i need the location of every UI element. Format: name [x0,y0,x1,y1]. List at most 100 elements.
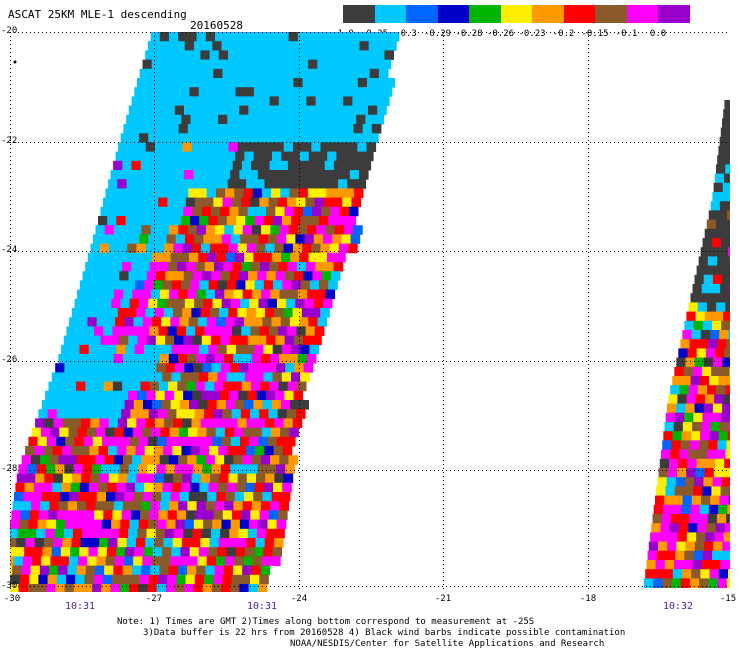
swath-cell [284,390,294,401]
swath-cell [193,363,203,373]
swath-cell [95,289,106,300]
swath-cell [348,78,359,88]
swath-cell [148,409,159,419]
swath-cell [724,523,730,533]
swath-cell [682,569,692,579]
swath-cell [263,280,274,290]
swath-cell [368,41,379,51]
swath-cell [378,68,389,79]
swath-cell [334,225,345,235]
swath-cell [187,124,198,134]
swath-cell [78,556,88,566]
swath-cell [672,569,683,579]
swath-cell [719,422,730,432]
swath-cell [46,519,57,530]
swath-cell [341,133,352,143]
legend-swatch [563,5,596,23]
swath-cell [153,280,163,290]
swath-cell [169,427,180,438]
swath-cell [95,225,106,235]
swath-cell [377,41,388,51]
swath-cell [243,556,254,566]
swath-cell [708,440,718,450]
swath-cell [199,344,209,355]
swath-cell [727,293,730,303]
swath-cell [211,335,221,346]
swath-cell [188,317,199,327]
swath-cell [288,455,299,465]
swath-cell [691,495,702,506]
swath-cell [190,446,201,456]
swath-cell [344,59,355,70]
swath-cell [133,188,143,198]
swath-cell [159,289,170,300]
swath-cell [183,390,193,401]
swath-cell [385,78,395,88]
swath-cell [716,302,726,312]
lon-label: -24 [290,594,308,604]
swath-cell [347,50,358,60]
swath-cell [355,87,365,97]
swath-cell [200,308,211,318]
swath-cell [113,565,123,576]
swath-cell [54,528,65,539]
swath-cell [220,528,230,539]
swath-cell [270,225,280,235]
swath-cell [304,133,315,143]
swath-cell [718,293,728,303]
swath-cell [281,400,291,410]
swath-cell [244,87,255,97]
swath-cell [195,326,205,336]
swath-cell [267,436,278,447]
swath-cell [231,68,242,79]
swath-cell [119,170,130,180]
swath-cell [160,124,170,134]
swath-cell [123,289,133,300]
swath-cell [231,234,241,244]
swath-cell [113,501,124,511]
swath-cell [82,271,93,281]
swath-cell [48,510,58,520]
swath-cell [149,510,159,520]
swath-cell [241,326,251,336]
swath-cell [689,440,700,450]
swath-cell [667,468,678,478]
swath-cell [300,216,310,226]
swath-cell [194,234,204,244]
swath-cell [296,381,307,392]
swath-cell [170,151,181,162]
swath-cell [77,501,87,511]
swath-cell [203,519,213,530]
swath-cell [11,510,21,520]
swath-cell [153,216,163,226]
swath-cell [181,179,192,189]
swath-cell [133,317,144,327]
swath-cell [151,59,162,70]
swath-cell [318,216,329,226]
swath-cell [274,50,284,60]
swath-cell [84,574,94,585]
swath-cell [356,114,366,125]
swath-cell [339,78,349,88]
swath-cell [268,68,279,79]
swath-cell [703,477,713,487]
swath-cell [256,528,267,539]
swath-cell [162,114,173,125]
swath-cell [108,308,119,318]
swath-cell [258,234,269,244]
swath-cell [45,528,55,539]
swath-cell [337,114,348,125]
swath-cell [300,344,310,355]
legend-label: -0.28 [455,29,483,39]
swath-cell [145,308,155,318]
swath-cell [72,390,83,401]
swath-cell [150,354,160,364]
swath-cell [115,400,125,410]
swath-cell [728,247,730,257]
swath-cell [328,216,338,226]
swath-cell [54,390,64,401]
swath-cell [651,523,661,533]
swath-cell [708,578,718,588]
swath-cell [215,188,226,198]
swath-cell [694,541,705,552]
